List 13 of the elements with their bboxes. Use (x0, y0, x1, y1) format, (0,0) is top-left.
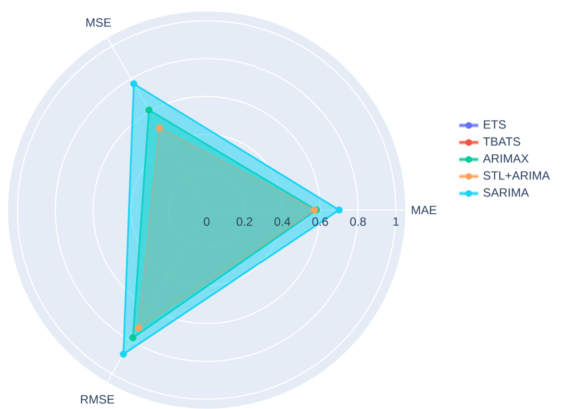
legend-label: ETS (484, 120, 506, 129)
y-tick-label: 0.4 (274, 217, 290, 226)
legend-label: SARIMA (483, 188, 529, 197)
spoke-label: MAE (412, 206, 436, 214)
y-tick-label: 0 (204, 217, 210, 226)
spoke-label: RMSE (80, 395, 114, 404)
y-tick-label: 0.8 (350, 217, 366, 226)
spoke-label: MSE (86, 18, 111, 27)
y-tick-label: 1 (393, 217, 399, 226)
legend-label: ARIMAX (482, 154, 529, 163)
legend-label: STL+ARIMA (483, 171, 550, 180)
legend-label: TBATS (483, 137, 520, 146)
y-tick-label: 0.2 (236, 217, 252, 226)
